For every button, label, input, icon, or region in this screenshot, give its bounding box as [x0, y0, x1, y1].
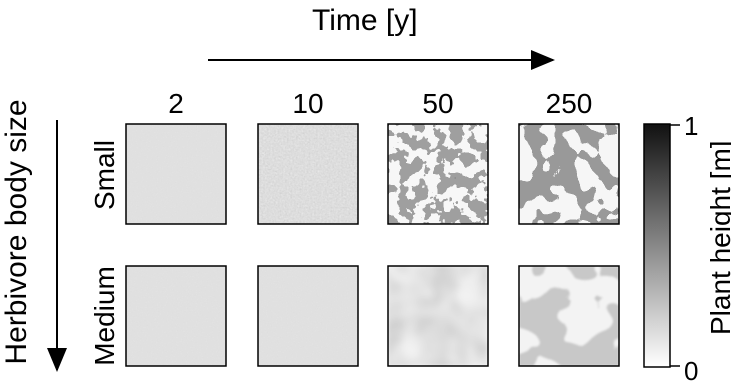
- colorbar-title: Plant height [m]: [705, 140, 731, 335]
- panel-small-250: [518, 123, 620, 225]
- body-size-axis-title: Herbivore body size: [0, 99, 33, 365]
- colorbar-min-label: 0: [684, 356, 699, 386]
- row-label-medium: Medium: [89, 266, 120, 366]
- panel-medium-2: [125, 265, 227, 367]
- colorbar: [643, 123, 680, 368]
- column-label-10: 10: [292, 88, 324, 119]
- panel-small-50: [387, 123, 489, 225]
- colorbar-max-label: 1: [684, 111, 699, 141]
- panel-medium-250: [518, 265, 620, 367]
- column-label-250: 250: [545, 88, 593, 119]
- row-label-small: Small: [89, 140, 120, 211]
- panel-medium-50: [387, 265, 489, 367]
- panel-small-2: [125, 123, 227, 225]
- column-label-2: 2: [168, 88, 184, 119]
- time-axis-title: Time [y]: [312, 4, 418, 37]
- panel-small-10: [257, 123, 359, 225]
- panel-medium-10: [257, 265, 359, 367]
- column-label-50: 50: [422, 88, 454, 119]
